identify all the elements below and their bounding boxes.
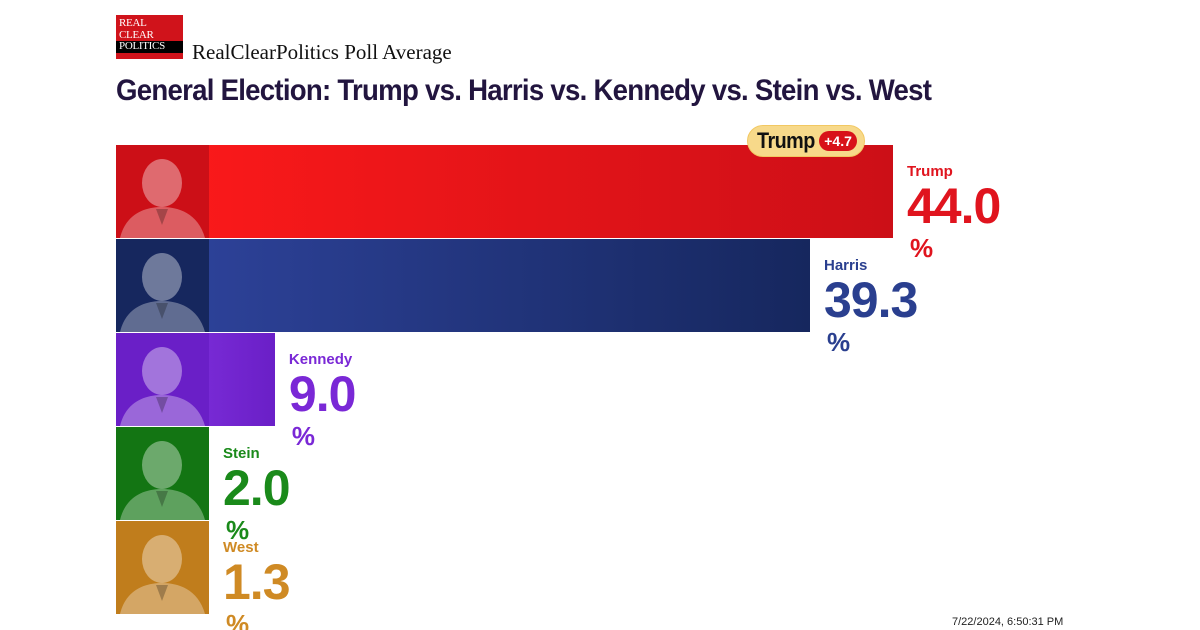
value-label-harris: 39.3 xyxy=(824,272,918,328)
rcp-logo: REAL CLEAR POLITICS xyxy=(116,15,183,59)
label-west: West 1.3% xyxy=(223,521,291,630)
logo-line-1: REAL xyxy=(119,17,147,29)
lead-badge: Trump +4.7 xyxy=(747,125,865,157)
candidate-portrait xyxy=(116,521,209,614)
value-label-trump: 44.0 xyxy=(907,178,1001,234)
bar-kennedy xyxy=(116,333,275,426)
label-harris: Harris 39.3% xyxy=(824,239,918,357)
logo-line-2: CLEAR xyxy=(119,28,154,41)
candidate-name-west: West xyxy=(223,539,259,556)
candidate-portrait xyxy=(116,427,209,520)
percent-sign-harris: % xyxy=(827,327,851,357)
bar-west xyxy=(116,521,209,614)
label-stein: Stein 2.0% xyxy=(223,427,291,545)
candidate-name-harris: Harris xyxy=(824,257,868,274)
update-timestamp: 7/22/2024, 6:50:31 PM xyxy=(952,616,1064,628)
lead-candidate-name: Trump xyxy=(757,128,815,153)
bar-harris xyxy=(116,239,810,332)
candidate-portrait xyxy=(116,239,209,332)
percent-sign-stein: % xyxy=(226,515,250,545)
percent-sign-trump: % xyxy=(910,233,934,263)
candidate-portrait xyxy=(116,145,209,238)
percent-sign-west: % xyxy=(226,609,250,630)
candidate-name-kennedy: Kennedy xyxy=(288,351,353,368)
value-label-kennedy: 9.0 xyxy=(288,366,357,422)
label-kennedy: Kennedy 9.0% xyxy=(288,333,357,451)
value-label-stein: 2.0 xyxy=(223,460,291,516)
percent-sign-kennedy: % xyxy=(291,421,316,451)
bar-trump xyxy=(116,145,893,238)
label-trump: Trump 44.0% xyxy=(907,145,1001,263)
poll-average-subtitle: RealClearPolitics Poll Average xyxy=(192,40,452,64)
bar-stein xyxy=(116,427,209,520)
candidate-portrait xyxy=(116,333,209,426)
lead-margin-pill: +4.7 xyxy=(819,131,857,151)
candidate-name-trump: Trump xyxy=(907,163,953,180)
logo-line-3: POLITICS xyxy=(116,40,183,53)
chart-title: General Election: Trump vs. Harris vs. K… xyxy=(116,74,932,107)
value-label-west: 1.3 xyxy=(223,554,291,610)
candidate-name-stein: Stein xyxy=(223,445,260,462)
